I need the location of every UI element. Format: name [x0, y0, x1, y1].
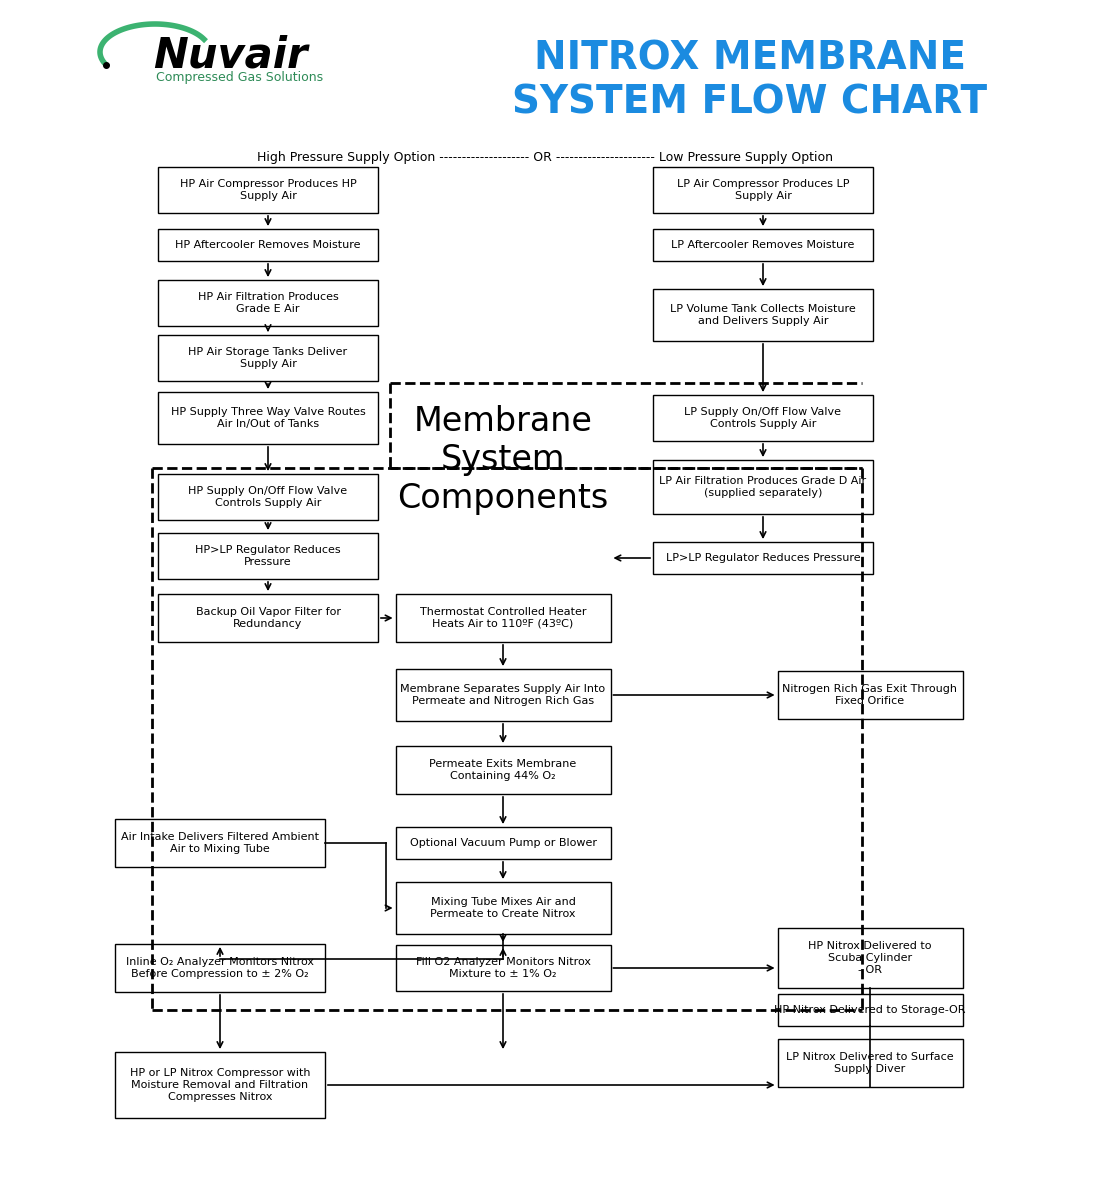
Text: NITROX MEMBRANE
SYSTEM FLOW CHART: NITROX MEMBRANE SYSTEM FLOW CHART [512, 38, 988, 121]
FancyBboxPatch shape [653, 395, 873, 440]
FancyBboxPatch shape [653, 460, 873, 514]
Text: HP Aftercooler Removes Moisture: HP Aftercooler Removes Moisture [175, 240, 361, 250]
Text: LP Nitrox Delivered to Surface
Supply Diver: LP Nitrox Delivered to Surface Supply Di… [786, 1052, 953, 1074]
FancyBboxPatch shape [395, 946, 610, 991]
Text: HP Supply On/Off Flow Valve
Controls Supply Air: HP Supply On/Off Flow Valve Controls Sup… [188, 486, 348, 508]
FancyBboxPatch shape [159, 280, 378, 326]
Text: Fill O2 Analyzer Monitors Nitrox
Mixture to ± 1% O₂: Fill O2 Analyzer Monitors Nitrox Mixture… [415, 958, 590, 979]
Text: Nitrogen Rich Gas Exit Through
Fixed Orifice: Nitrogen Rich Gas Exit Through Fixed Ori… [783, 684, 958, 706]
Text: Membrane
System
Components: Membrane System Components [397, 406, 609, 515]
Text: HP>LP Regulator Reduces
Pressure: HP>LP Regulator Reduces Pressure [195, 545, 341, 566]
FancyBboxPatch shape [159, 229, 378, 260]
Text: Thermostat Controlled Heater
Heats Air to 110ºF (43ºC): Thermostat Controlled Heater Heats Air t… [419, 607, 586, 629]
FancyBboxPatch shape [653, 229, 873, 260]
Text: LP>LP Regulator Reduces Pressure: LP>LP Regulator Reduces Pressure [666, 553, 860, 563]
FancyBboxPatch shape [159, 474, 378, 520]
Text: HP Air Storage Tanks Deliver
Supply Air: HP Air Storage Tanks Deliver Supply Air [188, 347, 348, 368]
FancyBboxPatch shape [115, 1052, 325, 1118]
FancyBboxPatch shape [159, 533, 378, 578]
Text: Compressed Gas Solutions: Compressed Gas Solutions [156, 72, 324, 84]
Text: HP Supply Three Way Valve Routes
Air In/Out of Tanks: HP Supply Three Way Valve Routes Air In/… [171, 407, 366, 428]
FancyBboxPatch shape [653, 542, 873, 574]
FancyBboxPatch shape [395, 827, 610, 859]
Text: LP Air Filtration Produces Grade D Air
(supplied separately): LP Air Filtration Produces Grade D Air (… [659, 476, 866, 498]
FancyBboxPatch shape [115, 818, 325, 866]
FancyBboxPatch shape [777, 671, 962, 719]
Text: Nuvair: Nuvair [153, 34, 307, 76]
Text: Permeate Exits Membrane
Containing 44% O₂: Permeate Exits Membrane Containing 44% O… [429, 760, 577, 781]
Text: LP Volume Tank Collects Moisture
and Delivers Supply Air: LP Volume Tank Collects Moisture and Del… [671, 304, 855, 325]
Text: LP Air Compressor Produces LP
Supply Air: LP Air Compressor Produces LP Supply Air [677, 179, 849, 200]
Text: Membrane Separates Supply Air Into
Permeate and Nitrogen Rich Gas: Membrane Separates Supply Air Into Perme… [401, 684, 606, 706]
Text: LP Supply On/Off Flow Valve
Controls Supply Air: LP Supply On/Off Flow Valve Controls Sup… [685, 407, 841, 428]
FancyBboxPatch shape [395, 670, 610, 721]
Text: HP Nitrox Delivered to Storage-OR: HP Nitrox Delivered to Storage-OR [774, 1006, 966, 1015]
FancyBboxPatch shape [159, 392, 378, 444]
FancyBboxPatch shape [115, 944, 325, 992]
Text: Optional Vacuum Pump or Blower: Optional Vacuum Pump or Blower [410, 838, 597, 848]
Text: Backup Oil Vapor Filter for
Redundancy: Backup Oil Vapor Filter for Redundancy [196, 607, 340, 629]
FancyBboxPatch shape [777, 994, 962, 1026]
Text: High Pressure Supply Option -------------------- OR ---------------------- Low P: High Pressure Supply Option ------------… [257, 151, 833, 164]
Text: LP Aftercooler Removes Moisture: LP Aftercooler Removes Moisture [672, 240, 854, 250]
Text: HP Air Filtration Produces
Grade E Air: HP Air Filtration Produces Grade E Air [197, 292, 338, 313]
FancyBboxPatch shape [777, 1039, 962, 1087]
FancyBboxPatch shape [653, 289, 873, 341]
FancyBboxPatch shape [395, 746, 610, 794]
FancyBboxPatch shape [159, 167, 378, 214]
FancyBboxPatch shape [395, 882, 610, 934]
Text: Mixing Tube Mixes Air and
Permeate to Create Nitrox: Mixing Tube Mixes Air and Permeate to Cr… [430, 898, 576, 919]
Text: HP Air Compressor Produces HP
Supply Air: HP Air Compressor Produces HP Supply Air [179, 179, 357, 200]
FancyBboxPatch shape [159, 335, 378, 382]
FancyBboxPatch shape [159, 594, 378, 642]
Text: Air Intake Delivers Filtered Ambient
Air to Mixing Tube: Air Intake Delivers Filtered Ambient Air… [121, 833, 319, 854]
FancyBboxPatch shape [395, 594, 610, 642]
FancyBboxPatch shape [777, 928, 962, 988]
FancyBboxPatch shape [653, 167, 873, 214]
Text: HP or LP Nitrox Compressor with
Moisture Removal and Filtration
Compresses Nitro: HP or LP Nitrox Compressor with Moisture… [130, 1068, 310, 1102]
Text: HP Nitrox Delivered to
Scuba Cylinder
- OR: HP Nitrox Delivered to Scuba Cylinder - … [808, 941, 931, 974]
Text: Inline O₂ Analyzer Monitors Nitrox
Before Compression to ± 2% O₂: Inline O₂ Analyzer Monitors Nitrox Befor… [126, 958, 314, 979]
